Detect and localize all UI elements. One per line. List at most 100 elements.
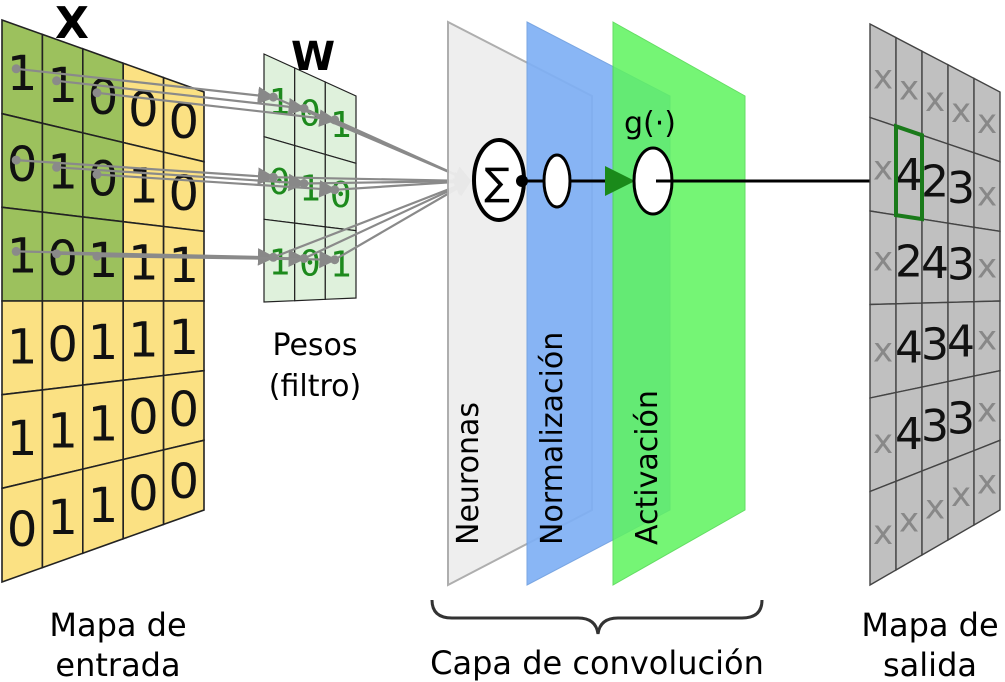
output-cell-value: 3 — [947, 393, 975, 444]
input-to-weight-arrow — [16, 159, 276, 185]
input-cell-value: 1 — [7, 228, 38, 284]
output-placeholder: x — [899, 500, 919, 540]
output-cell-value: 4 — [895, 409, 923, 460]
connection-arrows — [11, 64, 473, 269]
input-cell-value: 0 — [7, 137, 38, 193]
weight-to-sum-arrow — [303, 179, 472, 260]
input-map: 1 1 0 0 00 1 0 1 01 0 1 1 11 0 1 1 11 1 1 0 00 1 1 0 0 — [1, 18, 205, 584]
input-caption-line1: Mapa de — [49, 606, 186, 644]
input-source-dot — [11, 155, 21, 165]
norm-node — [542, 153, 572, 209]
output-cell-value: 4 — [947, 317, 975, 368]
input-cell-value: 0 — [47, 231, 78, 287]
input-source-dot — [52, 162, 62, 172]
output-placeholder: x — [977, 390, 997, 430]
output-caption-line1: Mapa de — [861, 606, 998, 644]
input-to-weight-arrow — [96, 250, 337, 269]
weight-cell-value: 0 — [330, 175, 352, 216]
input-cell-value: 1 — [88, 478, 119, 534]
output-caption-line2: salida — [883, 646, 977, 682]
output-placeholder: x — [873, 513, 893, 553]
input-cell-value: 0 — [47, 317, 78, 373]
output-placeholder: x — [873, 331, 893, 371]
output-cell-value: 3 — [947, 163, 975, 214]
input-to-weight-arrow — [16, 67, 276, 105]
input-cell-value: 1 — [169, 310, 200, 366]
layer-caption: Capa de convolución — [430, 644, 764, 682]
input-to-weight-arrow — [96, 173, 337, 198]
input-cell-value: 0 — [128, 389, 159, 445]
output-cell — [973, 439, 1001, 527]
input-to-weight-arrow — [56, 166, 307, 192]
output-cell-value: 3 — [921, 401, 949, 452]
input-source-dot — [52, 76, 62, 86]
input-cell-value: 0 — [7, 502, 38, 558]
input-cell-value: 1 — [128, 236, 159, 292]
output-placeholder: x — [873, 57, 893, 97]
input-symbol: X — [55, 0, 89, 49]
plane-label-activacion: Activación — [630, 390, 665, 545]
output-placeholder: x — [951, 91, 971, 131]
input-cell-value: 0 — [88, 152, 119, 208]
weights-symbol: W — [291, 34, 335, 80]
input-cell-value: 1 — [47, 404, 78, 460]
output-placeholder: x — [977, 318, 997, 358]
input-source-dot — [52, 249, 62, 259]
weights-caption-line1: Pesos — [272, 328, 357, 363]
input-cell-value: 1 — [7, 411, 38, 467]
weights-caption-line2: (filtro) — [269, 369, 361, 404]
input-cell — [162, 439, 205, 526]
output-placeholder: x — [899, 69, 919, 109]
plane-label-normalizacion: Normalización — [535, 332, 570, 545]
input-source-dot — [92, 170, 102, 179]
output-placeholder: x — [977, 174, 997, 214]
output-placeholder: x — [873, 422, 893, 462]
input-cell-value: 1 — [88, 315, 119, 371]
output-cell-value: 3 — [947, 240, 975, 291]
input-caption-line2: entrada — [55, 646, 180, 682]
input-source-dot — [92, 88, 102, 98]
input-to-weight-arrow — [96, 91, 337, 127]
output-cell-value: 4 — [921, 238, 949, 289]
output-map: x x x x xx 423 xx 243 xx 434 xx 433 xx x x x x — [869, 22, 1001, 587]
input-cell-value: 1 — [47, 490, 78, 546]
input-cell-value: 0 — [128, 466, 159, 522]
input-source-dot — [92, 251, 102, 261]
input-cell-value: 0 — [169, 454, 200, 510]
layer-brace — [430, 599, 764, 635]
output-cell-value: 2 — [921, 156, 949, 207]
output-placeholder: x — [977, 463, 997, 503]
output-placeholder: x — [977, 102, 997, 142]
output-cell-value: 4 — [895, 323, 923, 374]
input-cell-value: 1 — [47, 144, 78, 200]
weight-to-sum-arrow — [272, 178, 473, 259]
input-cell-value: 1 — [169, 238, 200, 294]
weight-cell-value: 1 — [268, 242, 290, 283]
output-placeholder: x — [873, 149, 893, 189]
input-cell-value: 1 — [88, 233, 119, 289]
input-source-dot — [11, 246, 21, 256]
input-cell-value: 1 — [7, 46, 38, 102]
output-cell-value: 3 — [921, 320, 949, 371]
input-cell-value: 1 — [7, 320, 38, 376]
output-placeholder: x — [925, 80, 945, 120]
input-cell-value: 1 — [128, 312, 159, 368]
input-to-weight-arrow — [56, 79, 307, 116]
activation-function-label: g(·) — [624, 106, 676, 141]
input-cell-value: 1 — [47, 58, 78, 114]
output-placeholder: x — [925, 488, 945, 528]
plane-label-neuronas: Neuronas — [451, 402, 486, 545]
weights-filter: 101010101 — [263, 53, 357, 303]
output-cell-value: 4 — [895, 150, 923, 201]
output-placeholder: x — [951, 475, 971, 515]
sum-symbol: ∑ — [484, 160, 510, 204]
output-placeholder: x — [977, 246, 997, 286]
input-cell-value: 1 — [88, 397, 119, 453]
input-source-dot — [11, 64, 21, 74]
output-highlight-cell — [894, 123, 924, 222]
input-cell-value: 0 — [169, 382, 200, 438]
weight-cell-value: 0 — [299, 244, 321, 285]
output-cell-value: 2 — [895, 236, 923, 287]
output-placeholder: x — [873, 240, 893, 280]
